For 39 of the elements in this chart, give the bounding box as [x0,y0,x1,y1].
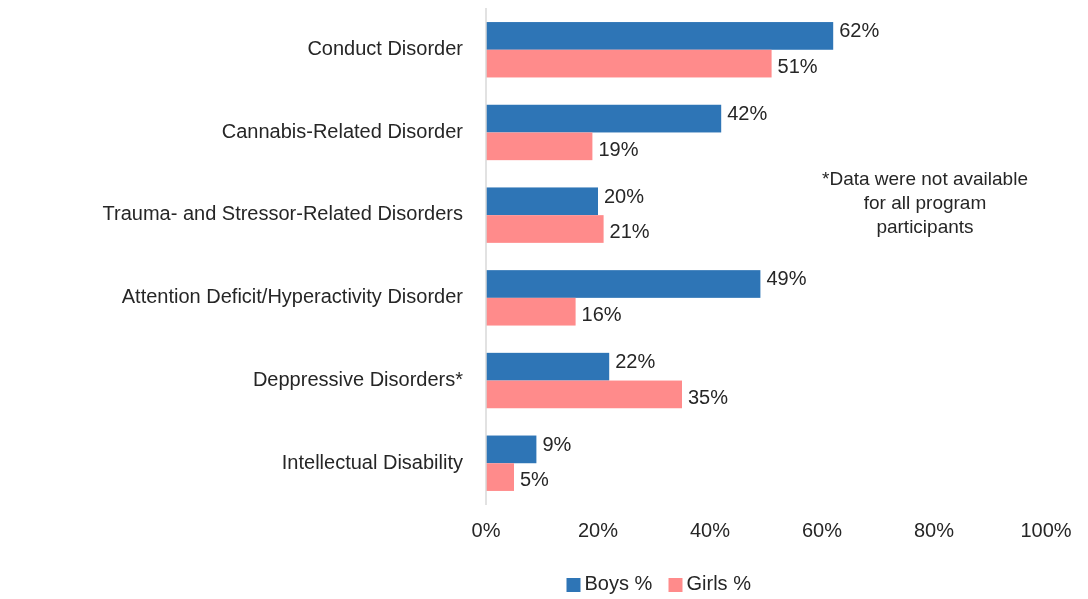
y-tick-label: Trauma- and Stressor-Related Disorders [102,202,463,225]
y-tick-label: Cannabis-Related Disorder [221,119,464,142]
x-tick-label: 0% [471,519,501,541]
data-label: 9% [542,432,572,455]
y-tick-label: Intellectual Disability [281,450,463,473]
data-label: 19% [598,137,639,160]
y-tick-label: Deppressive Disorders* [252,367,464,390]
x-tick-label: 100% [1020,519,1072,541]
bar [486,49,772,78]
legend-label: Girls % [686,572,752,595]
data-label: 21% [609,220,650,243]
data-label: 35% [688,385,729,408]
x-tick-label: 60% [801,519,843,541]
data-label: 62% [839,19,880,42]
legend-label: Boys % [584,572,653,595]
bar [486,463,514,491]
bar [486,352,610,381]
bar [486,132,593,161]
x-tick-label: 40% [689,519,731,541]
data-label: 49% [766,267,807,290]
data-label: 51% [777,54,818,77]
data-label: 22% [615,349,656,372]
data-label: 20% [604,184,645,207]
x-tick-label: 20% [577,519,619,541]
x-tick-label: 80% [913,519,955,541]
data-label: 16% [581,302,622,325]
data-label: 5% [520,468,550,491]
annotation: *Data were not available for all program participants [822,168,1028,237]
bar [486,187,598,216]
bar [486,380,682,409]
bar [486,104,722,133]
bar [486,297,576,326]
bar [486,215,604,243]
bar [486,22,834,50]
bar [486,270,761,298]
y-tick-label: Attention Deficit/Hyperactivity Disorder [121,285,464,308]
bar [486,435,537,464]
y-tick-label: Conduct Disorder [307,37,464,60]
data-label: 42% [727,101,768,124]
